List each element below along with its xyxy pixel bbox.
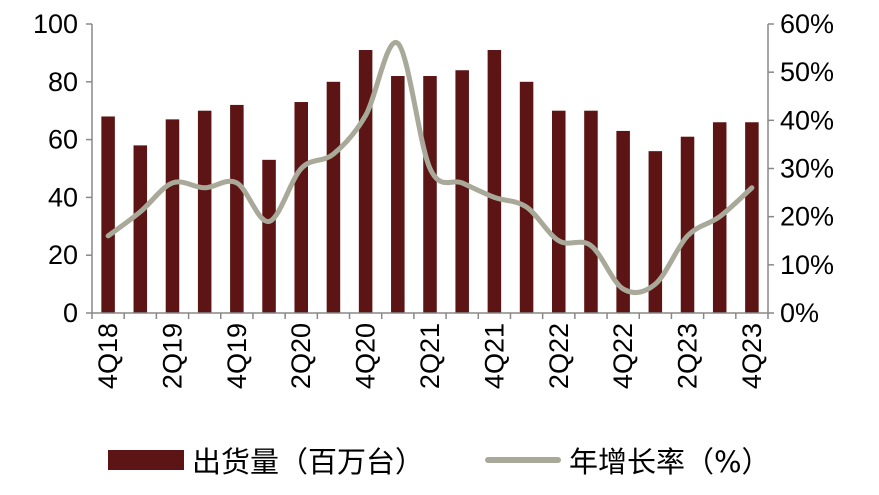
legend-swatch-growth xyxy=(485,457,561,463)
bar-3Q22 xyxy=(584,110,598,313)
x-tick-2Q20: 2Q20 xyxy=(286,323,316,389)
bar-4Q20 xyxy=(358,50,373,313)
chart-svg: 0 20 40 60 80 100 0% 10% 20% 30% 40% 50% 60% 4Q18 2Q19… xyxy=(33,9,834,389)
bar-3Q19 xyxy=(197,110,212,313)
bar-4Q22 xyxy=(616,130,630,313)
legend-label-growth: 年增长率（%） xyxy=(569,445,771,479)
x-tick-2Q21: 2Q21 xyxy=(415,323,445,389)
bar-1Q22 xyxy=(519,81,534,313)
y-left-tick-100: 100 xyxy=(33,9,78,39)
y-right-tick-5: 50% xyxy=(780,57,834,87)
x-tick-4Q23: 4Q23 xyxy=(737,323,767,389)
legend-swatch-shipments xyxy=(108,450,184,470)
y-left-tick-60: 60 xyxy=(48,125,78,155)
y-right-tick-3: 30% xyxy=(780,154,834,184)
bar-4Q18 xyxy=(101,116,115,313)
bar-1Q19 xyxy=(133,145,148,313)
x-tick-4Q21: 4Q21 xyxy=(479,323,509,389)
y-right-tick-4: 40% xyxy=(780,105,834,135)
y-left-tick-80: 80 xyxy=(48,67,78,97)
bar-3Q21 xyxy=(455,70,469,314)
legend-item-growth: 年增长率（%） xyxy=(485,435,771,485)
legend-item-shipments: 出货量（百万台） xyxy=(108,435,424,485)
growth-line xyxy=(105,40,755,296)
bar-1Q21 xyxy=(391,76,405,314)
bar-4Q21 xyxy=(487,50,502,313)
x-tick-2Q23: 2Q23 xyxy=(673,323,703,389)
bar-1Q23 xyxy=(648,151,663,313)
x-tick-4Q20: 4Q20 xyxy=(351,323,381,389)
bar-2Q19 xyxy=(165,119,180,314)
x-tick-2Q19: 2Q19 xyxy=(157,323,187,389)
y-right-tick-2: 20% xyxy=(780,202,834,232)
y-left-tick-40: 40 xyxy=(48,182,78,212)
bar-4Q23 xyxy=(745,122,759,313)
y-right-tick-0: 0% xyxy=(780,298,819,328)
x-tick-4Q19: 4Q19 xyxy=(222,323,252,389)
bar-4Q19 xyxy=(230,104,244,313)
legend-label-shipments: 出货量（百万台） xyxy=(192,445,425,479)
bar-2Q21 xyxy=(423,76,437,314)
x-tick-4Q18: 4Q18 xyxy=(93,323,123,389)
legend: 出货量（百万台） 年增长率（%） xyxy=(0,435,879,485)
x-tick-4Q22: 4Q22 xyxy=(608,323,638,389)
x-tick-2Q22: 2Q22 xyxy=(544,323,574,389)
bar-3Q20 xyxy=(326,81,341,313)
bar-1Q20 xyxy=(262,159,276,313)
bar-2Q20 xyxy=(294,102,308,313)
bar-2Q22 xyxy=(552,110,566,313)
y-right-tick-1: 10% xyxy=(780,250,834,280)
y-left-tick-0: 0 xyxy=(63,298,78,328)
bar-2Q23 xyxy=(680,136,695,313)
y-right-tick-6: 60% xyxy=(780,9,834,39)
y-left-tick-20: 20 xyxy=(48,240,78,270)
